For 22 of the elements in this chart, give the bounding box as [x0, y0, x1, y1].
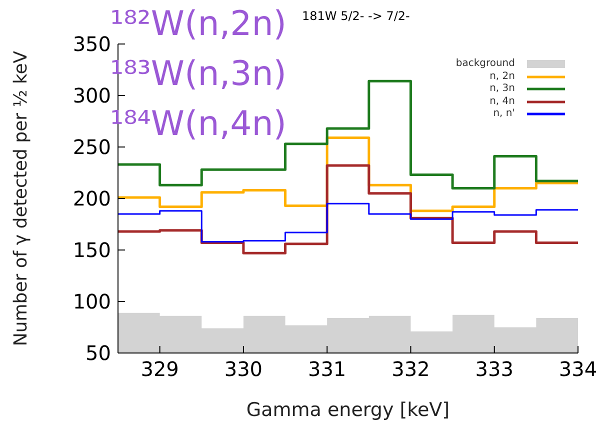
annotation: ¹⁸²W(n,2n) [110, 3, 287, 46]
legend-label: background [456, 58, 515, 70]
y-tick-label: 200 [72, 186, 111, 211]
legend-label: n, 3n [490, 83, 515, 96]
x-tick-label: 331 [308, 357, 346, 382]
y-tick-label: 300 [72, 84, 111, 108]
legend-label: n, 2n [490, 70, 515, 83]
x-axis-title: Gamma energy [keV] [246, 399, 450, 421]
legend-label: n, n' [493, 108, 515, 120]
x-tick-label: 330 [224, 357, 263, 382]
x-tick-label: 332 [392, 357, 430, 382]
x-tick-label: 329 [140, 357, 179, 382]
x-tick-label: 333 [475, 357, 514, 382]
y-tick-label: 100 [72, 290, 111, 314]
y-axis-title: Number of γ detected per ½ keV [10, 50, 32, 346]
y-tick-label: 250 [72, 135, 111, 160]
x-tick-label: 334 [558, 357, 598, 382]
chart-title: 181W 5/2- -> 7/2- [302, 9, 410, 23]
y-tick-label: 50 [86, 341, 111, 366]
y-tick-label: 350 [72, 32, 111, 56]
y-tick-label: 150 [72, 238, 111, 262]
legend-label: n, 4n [490, 96, 515, 108]
